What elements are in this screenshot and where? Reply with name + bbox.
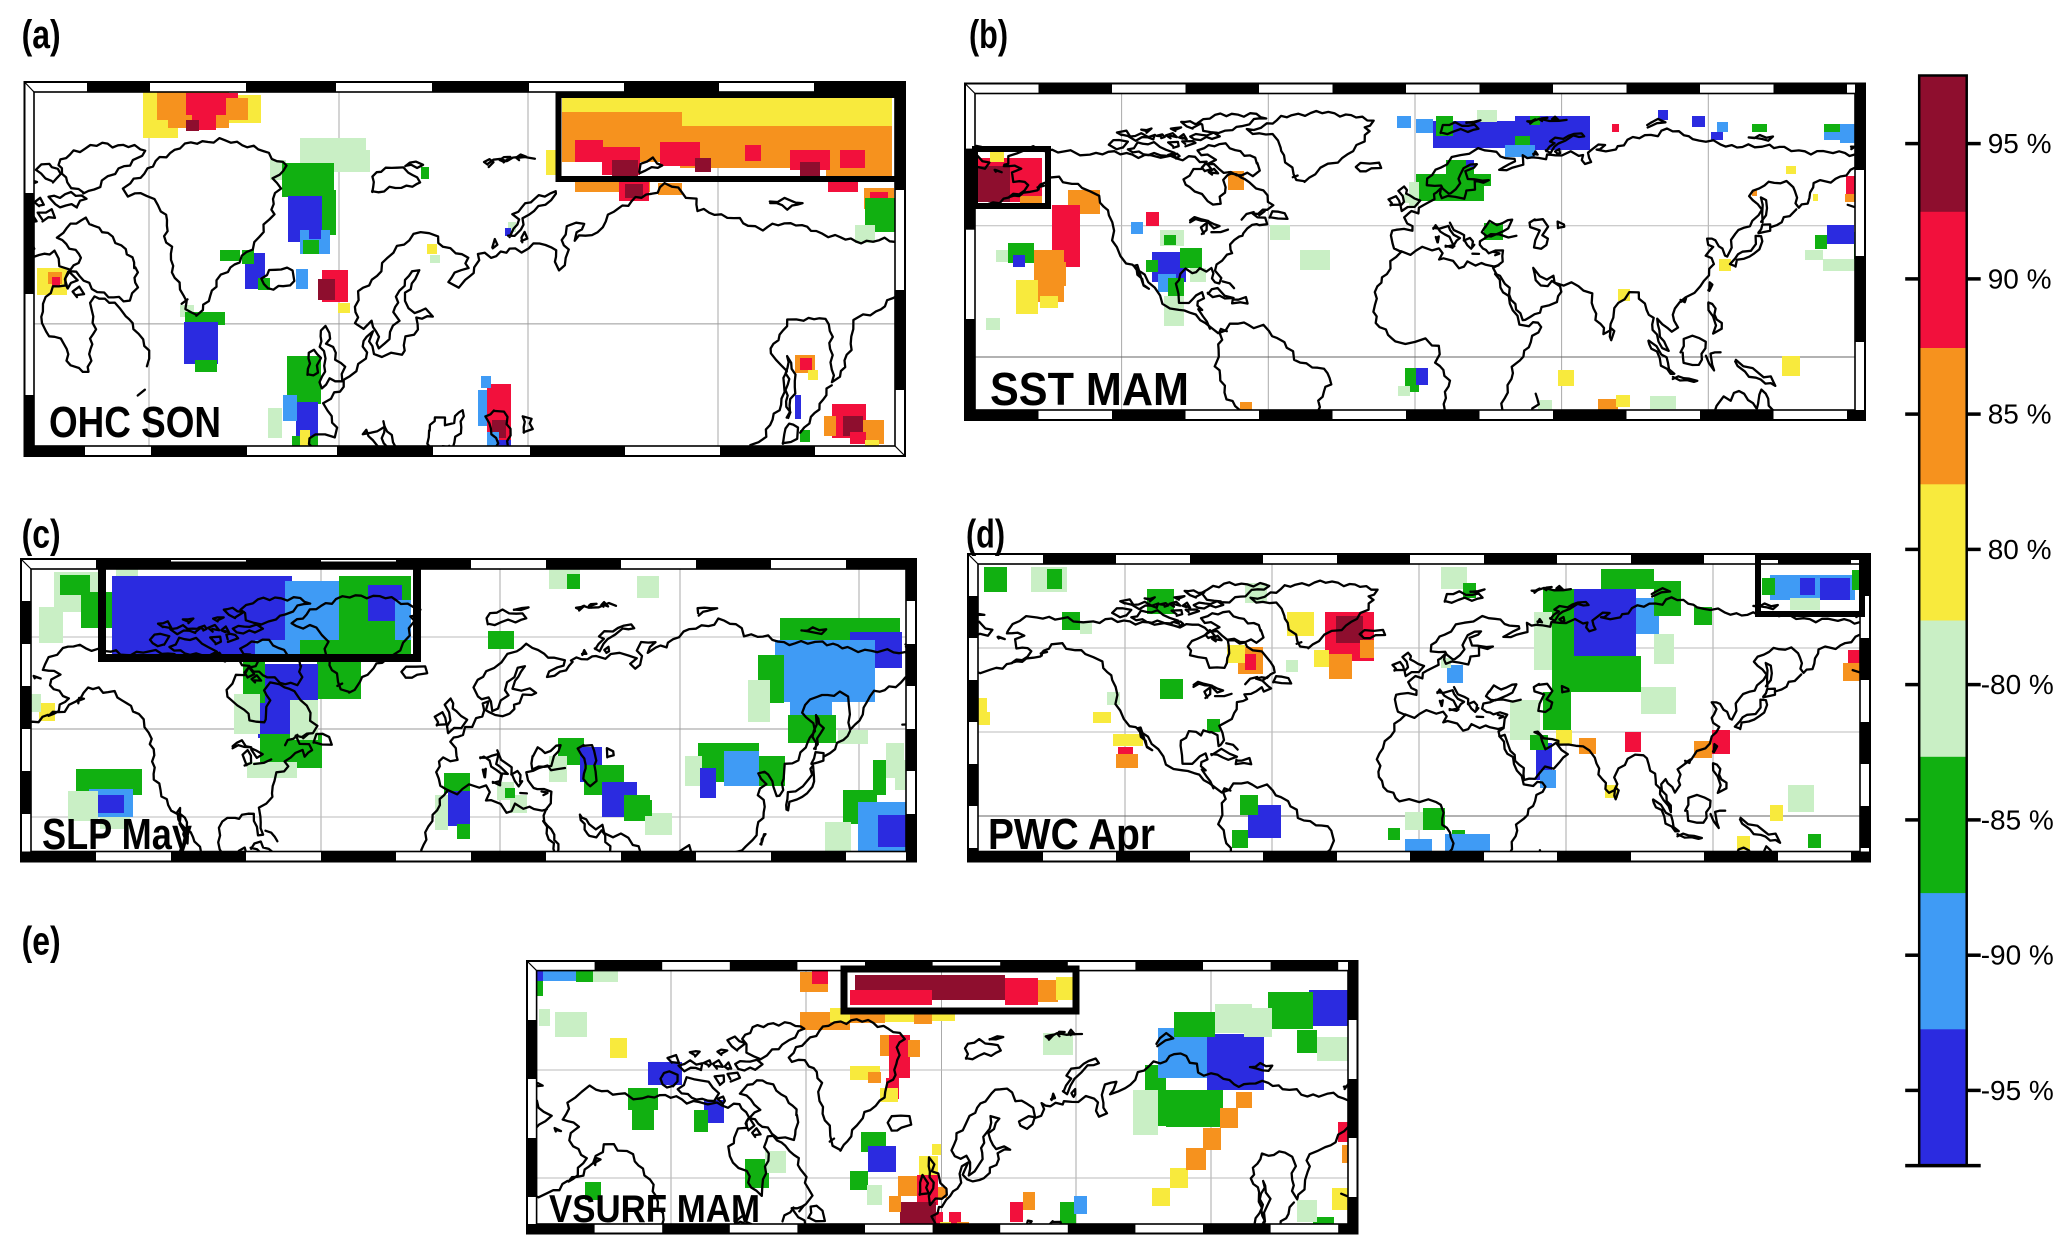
svg-text:(d): (d) bbox=[966, 513, 1005, 557]
svg-text:(a): (a) bbox=[22, 13, 61, 57]
svg-text:-95 %: -95 % bbox=[1981, 1075, 2054, 1106]
svg-text:SLP May: SLP May bbox=[42, 810, 192, 859]
svg-text:90 %: 90 % bbox=[1988, 263, 2052, 294]
svg-text:-90 %: -90 % bbox=[1981, 940, 2054, 971]
svg-text:80 %: 80 % bbox=[1988, 534, 2052, 565]
svg-text:OHC SON: OHC SON bbox=[49, 398, 221, 447]
svg-text:PWC Apr: PWC Apr bbox=[988, 810, 1155, 859]
svg-text:(b): (b) bbox=[969, 13, 1008, 57]
svg-text:-80 %: -80 % bbox=[1981, 669, 2054, 700]
svg-text:(c): (c) bbox=[22, 513, 61, 557]
svg-text:(e): (e) bbox=[22, 920, 61, 964]
svg-text:SST MAM: SST MAM bbox=[990, 363, 1189, 415]
svg-text:95 %: 95 % bbox=[1988, 128, 2052, 159]
svg-text:-85 %: -85 % bbox=[1981, 804, 2054, 835]
svg-text:85 %: 85 % bbox=[1988, 399, 2052, 430]
svg-text:VSURF MAM: VSURF MAM bbox=[549, 1188, 760, 1231]
